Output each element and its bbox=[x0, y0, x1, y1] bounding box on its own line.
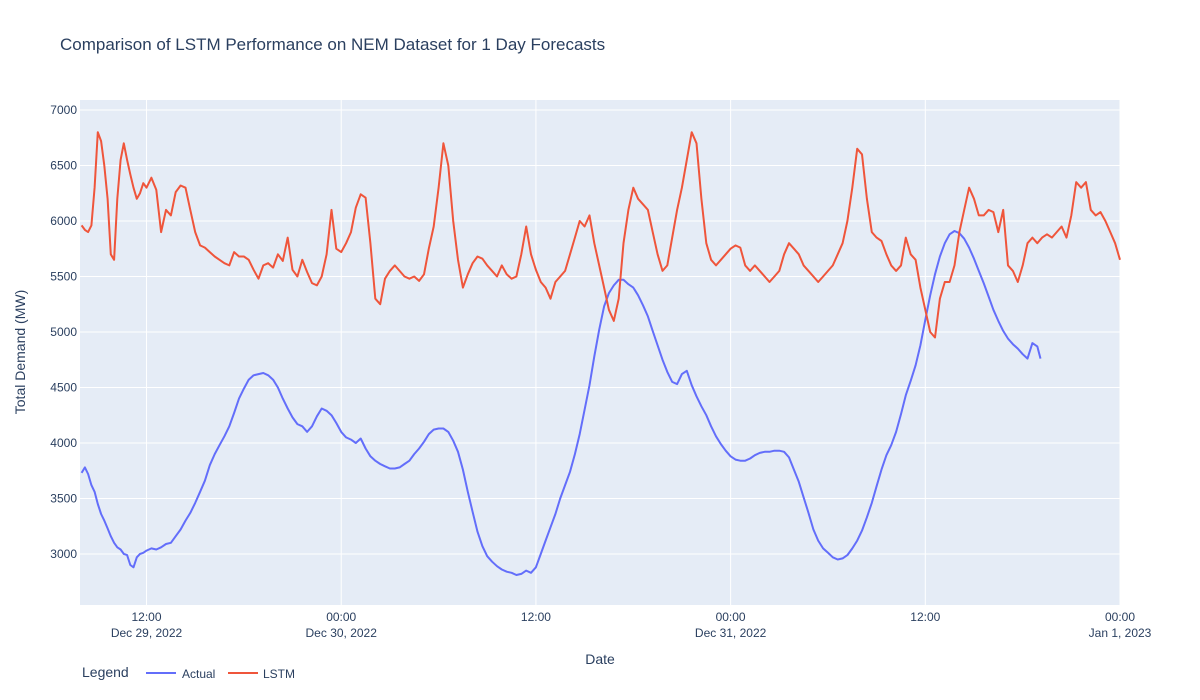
x-tick-time: 12:00 bbox=[910, 610, 940, 624]
x-tick-time: 00:00 bbox=[326, 610, 356, 624]
y-tick-label: 4500 bbox=[50, 380, 77, 394]
y-tick-label: 6500 bbox=[50, 158, 77, 172]
x-tick-date: Dec 30, 2022 bbox=[306, 626, 378, 640]
plot-area bbox=[80, 100, 1120, 605]
y-tick-label: 5500 bbox=[50, 269, 77, 283]
x-tick-time: 00:00 bbox=[1105, 610, 1135, 624]
y-axis-ticks: 3000 3500 4000 4500 5000 5500 6000 6500 7000 bbox=[50, 103, 77, 561]
legend-item-lstm[interactable]: LSTM bbox=[228, 667, 295, 681]
x-axis-title: Date bbox=[585, 651, 615, 667]
y-tick-label: 3500 bbox=[50, 491, 77, 505]
legend-title: Legend bbox=[82, 664, 129, 680]
x-tick-time: 12:00 bbox=[521, 610, 551, 624]
grid-lines bbox=[80, 100, 1121, 605]
series-line-actual[interactable] bbox=[80, 230, 1042, 576]
x-tick-date: Dec 31, 2022 bbox=[695, 626, 767, 640]
series-layer bbox=[80, 131, 1121, 576]
chart-title: Comparison of LSTM Performance on NEM Da… bbox=[60, 35, 605, 54]
y-tick-label: 6000 bbox=[50, 214, 77, 228]
x-tick-date: Dec 29, 2022 bbox=[111, 626, 183, 640]
legend-item-actual[interactable]: Actual bbox=[146, 667, 215, 681]
y-tick-label: 3000 bbox=[50, 547, 77, 561]
legend: Legend Actual LSTM bbox=[82, 664, 295, 681]
series-line-lstm[interactable] bbox=[80, 131, 1121, 339]
x-tick-date: Jan 1, 2023 bbox=[1089, 626, 1152, 640]
y-tick-label: 5000 bbox=[50, 325, 77, 339]
legend-label-actual: Actual bbox=[182, 667, 215, 681]
x-axis-ticks: 12:00 Dec 29, 2022 00:00 Dec 30, 2022 12:00 0… bbox=[111, 610, 1152, 640]
legend-label-lstm: LSTM bbox=[263, 667, 295, 681]
y-axis-title: Total Demand (MW) bbox=[12, 290, 28, 414]
y-tick-label: 4000 bbox=[50, 436, 77, 450]
x-tick-time: 12:00 bbox=[132, 610, 162, 624]
x-tick-time: 00:00 bbox=[716, 610, 746, 624]
y-tick-label: 7000 bbox=[50, 103, 77, 117]
